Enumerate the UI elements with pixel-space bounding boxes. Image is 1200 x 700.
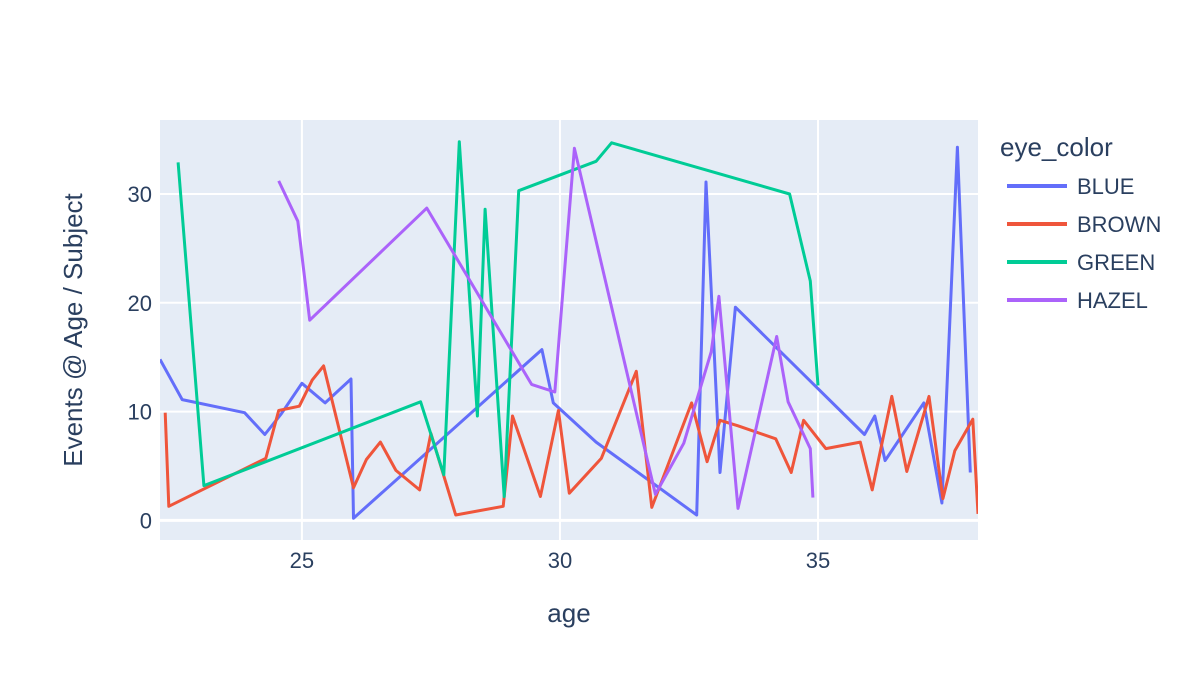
plot-area (160, 120, 978, 540)
legend-label: HAZEL (1077, 288, 1148, 313)
x-tick-label: 35 (806, 548, 830, 573)
y-tick-label: 10 (128, 400, 152, 425)
series-lines (160, 140, 978, 520)
y-axis-title: Events @ Age / Subject (58, 192, 88, 466)
legend-item-blue[interactable]: BLUE (1007, 174, 1134, 199)
legend-label: GREEN (1077, 250, 1155, 275)
legend-item-brown[interactable]: BROWN (1007, 212, 1161, 237)
series-line-green (176, 140, 820, 498)
series-line-brown (163, 364, 978, 517)
x-tick-label: 30 (548, 548, 572, 573)
y-tick-label: 20 (128, 291, 152, 316)
y-tick-label: 30 (128, 182, 152, 207)
x-tick-label: 25 (290, 548, 314, 573)
y-axis-ticks: 0 10 20 30 (128, 182, 152, 533)
legend-item-green[interactable]: GREEN (1007, 250, 1155, 275)
legend-title: eye_color (1000, 132, 1113, 162)
x-axis-ticks: 25 30 35 (290, 548, 831, 573)
series-line-hazel (277, 146, 815, 510)
legend-items[interactable]: BLUE BROWN GREEN HAZEL (1007, 174, 1161, 313)
y-tick-label: 0 (140, 508, 152, 533)
legend[interactable]: eye_color BLUE BROWN GREEN HAZEL (1000, 132, 1161, 313)
legend-label: BROWN (1077, 212, 1161, 237)
legend-item-hazel[interactable]: HAZEL (1007, 288, 1148, 313)
legend-label: BLUE (1077, 174, 1134, 199)
x-axis-title: age (547, 598, 590, 628)
